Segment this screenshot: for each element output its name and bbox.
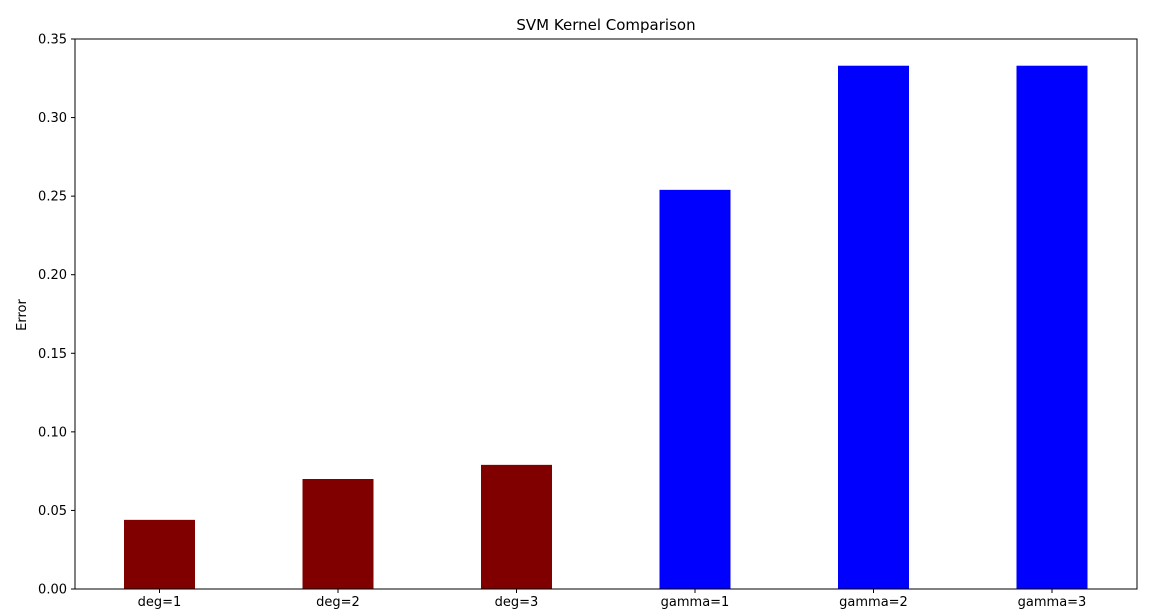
bar-deg=1	[124, 519, 195, 589]
bars-layer	[124, 65, 1088, 589]
x-tick-label: gamma=3	[1018, 595, 1087, 610]
x-axis-ticks: deg=1 deg=2 deg=3 gamma=1 gamma=2 gamma=3	[138, 589, 1087, 610]
y-tick-label: 0.20	[38, 268, 67, 283]
y-tick-label: 0.10	[38, 425, 67, 440]
x-tick-label: deg=1	[138, 595, 182, 610]
bar-deg=2	[302, 479, 374, 589]
y-tick-label: 0.35	[38, 33, 67, 48]
plot-area-frame	[74, 38, 1138, 590]
chart-title: SVM Kernel Comparison	[516, 16, 695, 34]
y-tick-label: 0.15	[38, 347, 67, 362]
x-tick-label: gamma=2	[839, 595, 908, 610]
x-tick-label: gamma=1	[661, 595, 730, 610]
x-tick-label: deg=2	[316, 595, 360, 610]
bar-deg=3	[481, 464, 552, 589]
y-tick-label: 0.00	[38, 583, 67, 598]
y-axis-ticks: 0.00 0.05 0.10 0.15 0.20 0.25 0.30 0.35	[38, 33, 75, 598]
y-tick-label: 0.05	[38, 504, 67, 519]
y-tick-label: 0.25	[38, 190, 67, 205]
x-tick-label: deg=3	[495, 595, 539, 610]
bar-gamma=2	[838, 65, 909, 589]
y-tick-label: 0.30	[38, 111, 67, 126]
bar-gamma=1	[659, 189, 731, 589]
bar-gamma=3	[1016, 65, 1088, 589]
y-axis-label: Error	[15, 299, 30, 331]
